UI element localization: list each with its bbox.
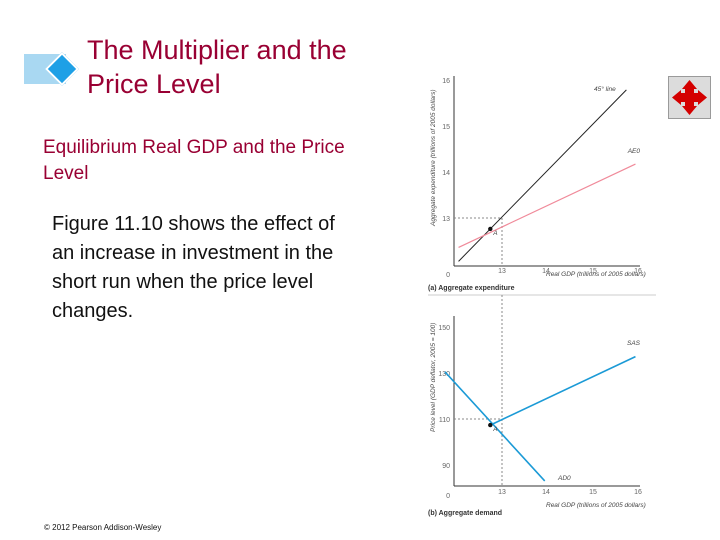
panel-a-x-tick-16: 16 [634,268,642,275]
panel-b-point-a-label: A [492,426,497,433]
panel-a-x-axis-label: Real GDP (trillions of 2005 dollars) [546,271,646,278]
panel-a-45-degree-line [458,89,627,262]
panel-a-point-a [488,226,493,232]
panel-b-ad0-line [444,371,546,482]
panel-b-ad0-label: AD0 [557,475,571,482]
panel-a-y-axis-label: Aggregate expenditure (trillions of 2005… [430,89,437,227]
panel-b-aggregate-demand: Price level (GDP deflator, 2005 = 100) R… [428,295,646,517]
panel-b-y-tick-90: 90 [442,463,450,470]
panel-b-x-tick-14: 14 [542,489,550,496]
panel-a-y-tick-16: 16 [442,78,450,85]
panel-a-ae0-line [458,163,636,249]
panel-b-point-a [488,422,493,428]
panel-b-x-axis-label: Real GDP (trillions of 2005 dollars) [546,502,646,509]
panel-a-y-tick-13: 13 [442,216,450,223]
panel-a-x-tick-13: 13 [498,268,506,275]
panel-a-y-tick-14: 14 [442,170,450,177]
panel-b-y-tick-110: 110 [439,417,450,424]
panel-b-y-tick-130: 130 [438,371,450,378]
four-way-arrow-icon [672,80,707,115]
panel-a-caption: (a) Aggregate expenditure [428,285,515,292]
panel-a-point-a-label: A [492,230,497,237]
panel-b-caption: (b) Aggregate demand [428,510,502,517]
panel-b-y-tick-150: 150 [438,325,450,332]
panel-a-y-tick-15: 15 [442,124,450,131]
panel-b-x-tick-0: 0 [446,493,450,500]
panel-b-y-axis-label: Price level (GDP deflator, 2005 = 100) [430,323,437,432]
panel-b-x-tick-16: 16 [634,489,642,496]
panel-b-sas-label: SAS [627,340,641,347]
panel-a-x-tick-15: 15 [589,268,597,275]
navigation-button[interactable] [668,76,711,119]
panel-b-sas-line [489,355,636,426]
panel-b-x-tick-15: 15 [589,489,597,496]
panel-a-x-tick-0: 0 [446,272,450,279]
panel-a-x-tick-14: 14 [542,268,550,275]
slide-title: The Multiplier and the Price Level [87,35,347,99]
panel-b-x-tick-13: 13 [498,489,506,496]
figure-11-10: Aggregate expenditure (trillions of 2005… [428,76,656,517]
panel-a-aggregate-expenditure: Aggregate expenditure (trillions of 2005… [428,76,656,296]
panel-a-ae0-label: AE0 [627,148,641,155]
slide-body-text: Figure 11.10 shows the effect of an incr… [52,213,335,322]
panel-a-45-degree-label: 45° line [594,85,616,93]
copyright-notice: © 2012 Pearson Addison-Wesley [44,523,162,532]
slide-subtitle: Equilibrium Real GDP and the Price Level [43,137,345,184]
